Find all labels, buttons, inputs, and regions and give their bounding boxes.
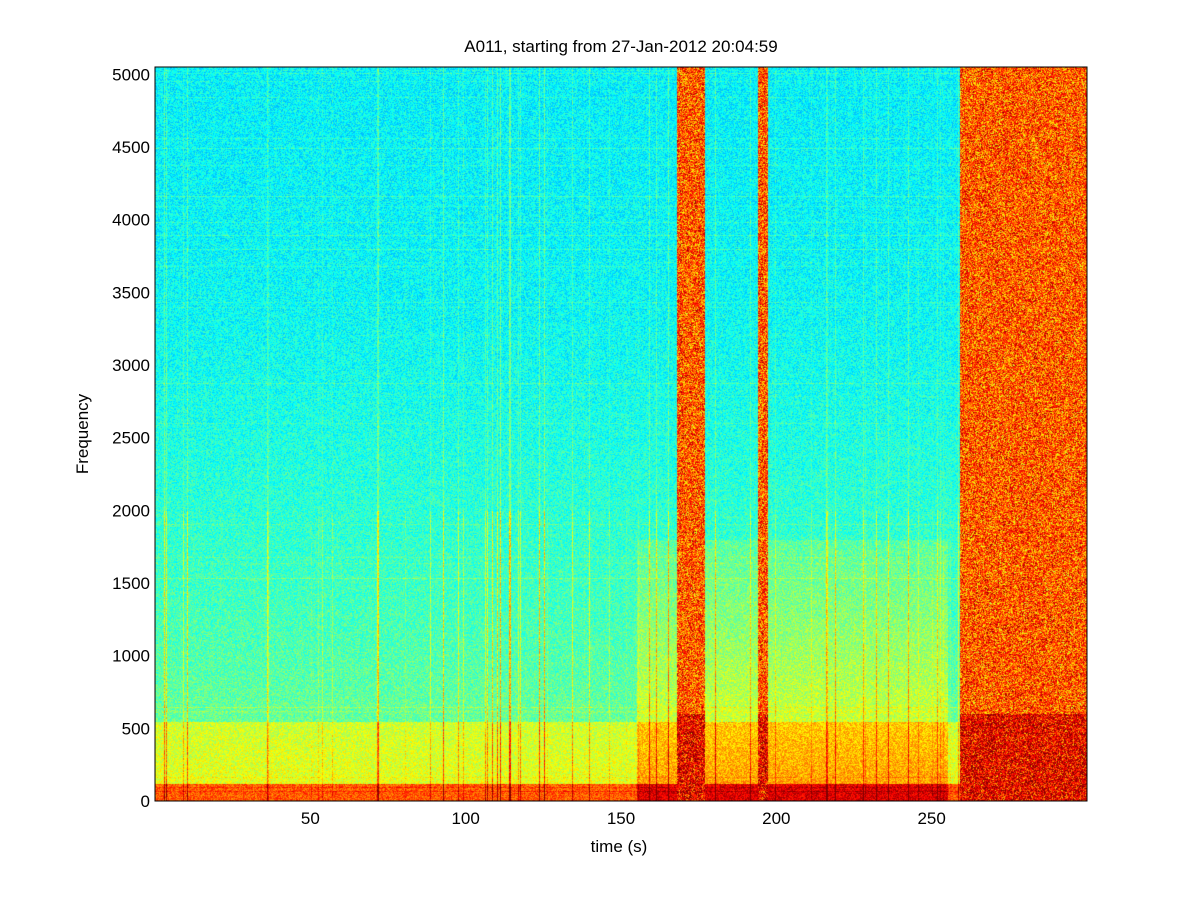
y-tick-label: 500 [122, 719, 150, 738]
x-tick-label: 150 [607, 809, 635, 828]
y-tick-label: 4000 [112, 211, 150, 230]
y-tick-label: 2500 [112, 429, 150, 448]
x-axis-ticks: 50 100 150 200 250 [301, 67, 946, 828]
chart-title: A011, starting from 27-Jan-2012 20:04:59 [464, 37, 777, 56]
y-tick-label: 4500 [112, 138, 150, 157]
x-tick-label: 250 [917, 809, 945, 828]
y-tick-label: 3000 [112, 356, 150, 375]
y-tick-label: 1500 [112, 574, 150, 593]
x-axis-label: time (s) [591, 837, 648, 856]
x-tick-label: 100 [451, 809, 479, 828]
y-tick-label: 3500 [112, 283, 150, 302]
y-axis-label: Frequency [73, 393, 92, 474]
x-tick-label: 50 [301, 809, 320, 828]
spectrogram-plot-area [155, 67, 1087, 801]
y-tick-label: 5000 [112, 65, 150, 84]
y-tick-label: 2000 [112, 501, 150, 520]
y-tick-label: 1000 [112, 647, 150, 666]
x-tick-label: 200 [762, 809, 790, 828]
y-tick-label: 0 [141, 792, 150, 811]
